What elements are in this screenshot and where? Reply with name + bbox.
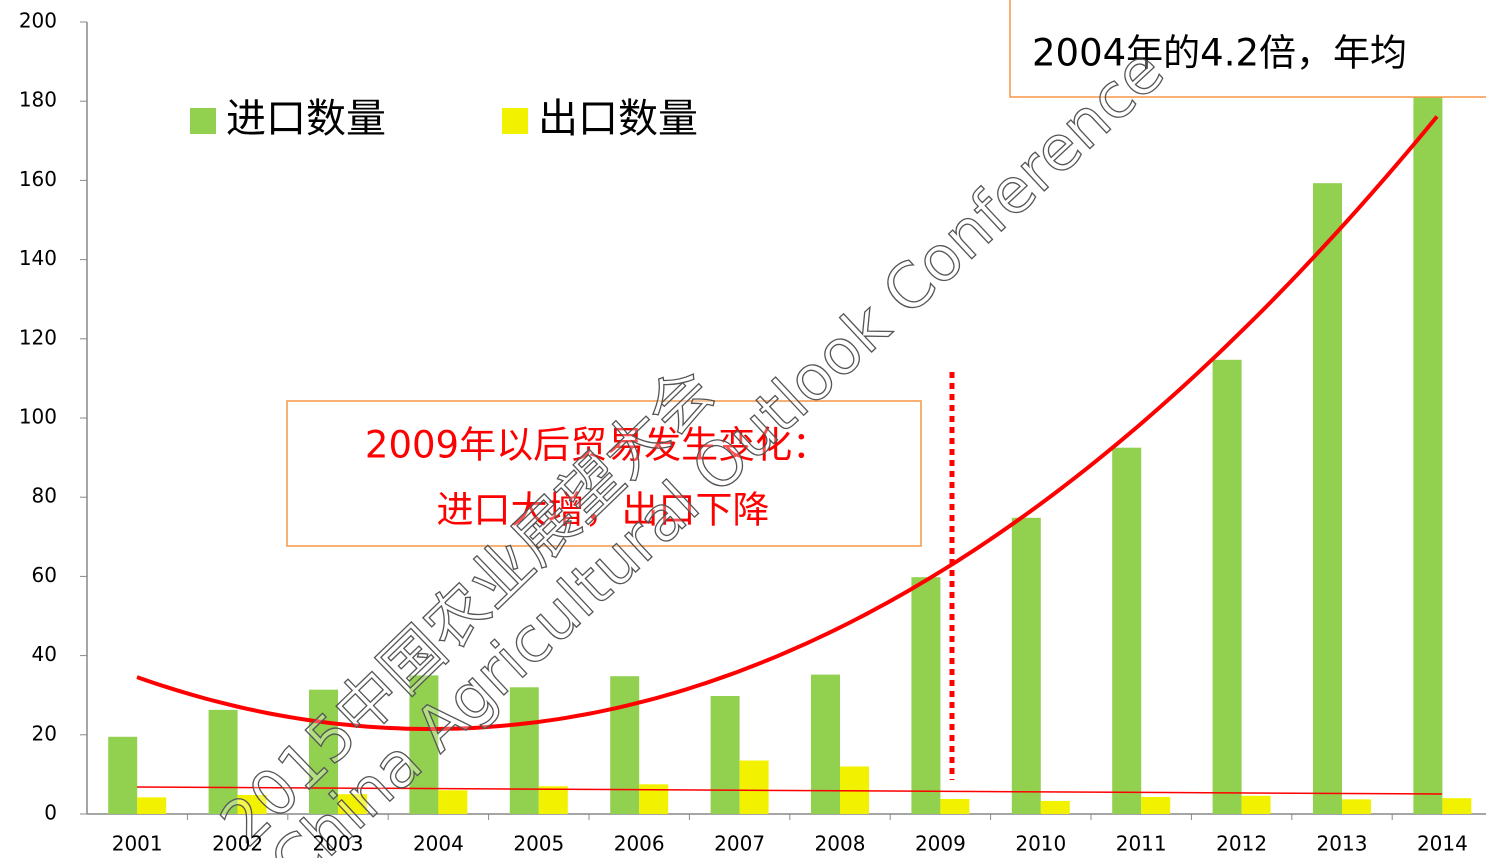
y-tick-label: 160 [19, 167, 57, 191]
y-tick-label: 60 [32, 563, 57, 587]
x-tick-label: 2003 [313, 832, 364, 856]
y-tick-label: 100 [19, 405, 57, 429]
bar [1241, 795, 1271, 814]
x-tick-label: 2002 [212, 832, 263, 856]
bar [1342, 799, 1371, 814]
bar [1442, 798, 1472, 814]
bar [1313, 183, 1342, 814]
annotation: 2009年以后贸易发生变化： [365, 424, 829, 467]
x-tick-label: 2008 [815, 832, 866, 856]
x-tick-label: 2006 [614, 832, 665, 856]
bar [409, 675, 439, 814]
annotation-box [286, 400, 922, 547]
bar [208, 709, 238, 814]
bar [1212, 359, 1242, 814]
y-tick-label: 120 [19, 325, 57, 349]
legend-swatch [190, 108, 216, 134]
bar [739, 760, 769, 814]
x-tick-label: 2011 [1116, 832, 1167, 856]
x-tick-label: 2007 [714, 832, 765, 856]
y-tick-label: 0 [44, 801, 57, 825]
legend-swatch [502, 108, 528, 134]
annotation: 2004年的4.2倍，年均 [1032, 32, 1407, 75]
legend-label: 出口数量 [538, 96, 698, 142]
bar [137, 797, 167, 814]
bar [710, 695, 740, 814]
y-tick-label: 180 [19, 88, 57, 112]
legend-label: 进口数量 [226, 96, 386, 142]
bar [108, 736, 138, 814]
x-tick-label: 2012 [1216, 832, 1267, 856]
y-tick-label: 140 [19, 246, 57, 270]
bar [309, 689, 338, 814]
y-tick-label: 80 [32, 484, 57, 508]
trend-curve [136, 115, 1439, 731]
bar [338, 794, 367, 814]
bar [538, 786, 568, 814]
bar [1413, 97, 1443, 815]
x-tick-label: 2010 [1015, 832, 1066, 856]
bar [639, 784, 669, 814]
bar [1112, 447, 1142, 814]
bar [509, 687, 539, 814]
bar [237, 794, 267, 814]
bar [1141, 796, 1171, 814]
bar [811, 674, 840, 814]
bar [1040, 800, 1070, 814]
y-tick-label: 200 [19, 9, 57, 33]
x-tick-label: 2004 [413, 832, 464, 856]
x-tick-label: 2001 [112, 832, 163, 856]
x-tick-label: 2014 [1417, 832, 1468, 856]
bar [911, 577, 941, 814]
trend-line [136, 786, 1443, 795]
bar [940, 798, 970, 814]
annotation-box [1009, 0, 1486, 98]
bar [610, 676, 640, 814]
y-tick-label: 20 [32, 721, 57, 745]
x-tick-label: 2013 [1317, 832, 1368, 856]
bar [438, 790, 468, 814]
annotation: 进口大增，出口下降 [437, 489, 770, 532]
bar [1011, 517, 1041, 814]
y-tick-label: 40 [32, 642, 57, 666]
x-tick-label: 2005 [513, 832, 564, 856]
x-tick-label: 2009 [915, 832, 966, 856]
